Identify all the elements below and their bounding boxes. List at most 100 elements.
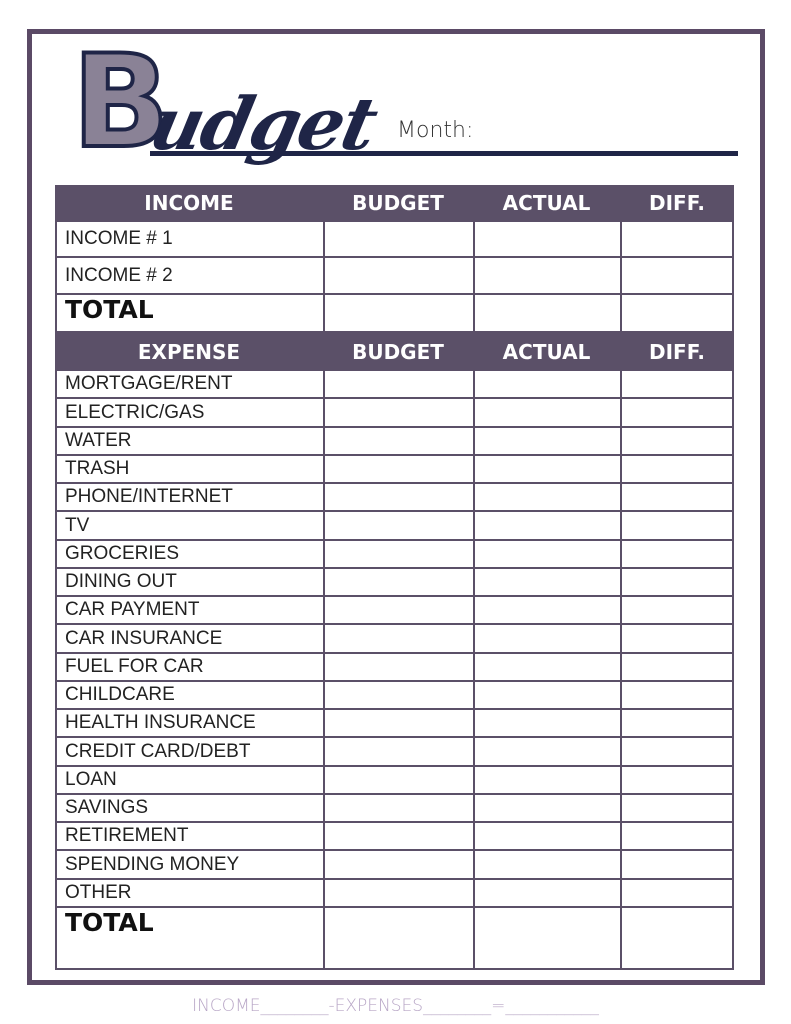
entry-cell[interactable]	[620, 823, 734, 851]
total-label: TOTAL	[65, 908, 154, 937]
entry-cell[interactable]	[323, 597, 475, 625]
entry-cell[interactable]	[620, 512, 734, 541]
entry-cell[interactable]	[473, 428, 622, 456]
entry-cell[interactable]	[620, 597, 734, 625]
entry-cell[interactable]	[473, 456, 622, 484]
column-header: BUDGET	[352, 340, 444, 364]
row-label-cell: SAVINGS	[55, 795, 325, 823]
entry-cell[interactable]	[473, 654, 622, 682]
entry-cell[interactable]	[323, 823, 475, 851]
entry-cell[interactable]	[620, 682, 734, 710]
entry-cell[interactable]	[323, 795, 475, 823]
entry-cell[interactable]	[323, 399, 475, 428]
entry-cell[interactable]	[323, 258, 475, 295]
entry-cell[interactable]	[620, 851, 734, 880]
entry-cell[interactable]	[473, 880, 622, 908]
row-label: INCOME # 2	[65, 264, 173, 286]
row-label: HEALTH INSURANCE	[65, 712, 256, 733]
row-label: LOAN	[65, 769, 117, 790]
entry-cell[interactable]	[620, 258, 734, 295]
entry-cell[interactable]	[473, 222, 622, 258]
entry-cell[interactable]	[620, 399, 734, 428]
entry-cell[interactable]	[620, 880, 734, 908]
table-row: CAR PAYMENT	[55, 597, 734, 625]
entry-cell[interactable]	[620, 541, 734, 569]
table-row: CHILDCARE	[55, 682, 734, 710]
table-row: SPENDING MONEY	[55, 851, 734, 880]
entry-cell[interactable]	[620, 222, 734, 258]
entry-cell[interactable]	[473, 851, 622, 880]
row-label-cell: FUEL FOR CAR	[55, 654, 325, 682]
row-label: GROCERIES	[65, 543, 180, 564]
entry-cell[interactable]	[473, 823, 622, 851]
entry-cell[interactable]	[473, 710, 622, 738]
entry-cell[interactable]	[620, 654, 734, 682]
entry-cell[interactable]	[473, 795, 622, 823]
entry-cell[interactable]	[620, 484, 734, 512]
column-header: DIFF.	[648, 340, 706, 364]
row-label-cell: SPENDING MONEY	[55, 851, 325, 880]
entry-cell[interactable]	[473, 512, 622, 541]
column-header: ACTUAL	[502, 191, 591, 215]
row-label-cell: WATER	[55, 428, 325, 456]
entry-cell[interactable]	[473, 371, 622, 399]
entry-cell[interactable]	[323, 541, 475, 569]
entry-cell[interactable]	[323, 428, 475, 456]
row-label-cell: OTHER	[55, 880, 325, 908]
entry-cell[interactable]	[473, 258, 622, 295]
entry-cell[interactable]	[620, 767, 734, 795]
row-label-cell: INCOME # 1	[55, 222, 325, 258]
row-label: WATER	[65, 430, 132, 451]
entry-cell[interactable]	[473, 569, 622, 597]
entry-cell[interactable]	[473, 625, 622, 654]
entry-cell[interactable]	[473, 484, 622, 512]
entry-cell[interactable]	[620, 710, 734, 738]
entry-cell[interactable]	[473, 682, 622, 710]
entry-cell[interactable]	[620, 371, 734, 399]
entry-cell[interactable]	[473, 295, 622, 333]
entry-cell[interactable]	[323, 371, 475, 399]
table-row: SAVINGS	[55, 795, 734, 823]
row-label: CREDIT CARD/DEBT	[65, 740, 251, 762]
entry-cell[interactable]	[473, 908, 622, 970]
entry-cell[interactable]	[323, 295, 475, 333]
row-label-cell: LOAN	[55, 767, 325, 795]
entry-cell[interactable]	[620, 795, 734, 823]
entry-cell[interactable]	[620, 908, 734, 970]
entry-cell[interactable]	[323, 851, 475, 880]
entry-cell[interactable]	[620, 569, 734, 597]
entry-cell[interactable]	[323, 654, 475, 682]
entry-cell[interactable]	[473, 738, 622, 767]
row-label-cell: PHONE/INTERNET	[55, 484, 325, 512]
entry-cell[interactable]	[473, 399, 622, 428]
entry-cell[interactable]	[323, 710, 475, 738]
entry-cell[interactable]	[473, 597, 622, 625]
table-row: CREDIT CARD/DEBT	[55, 738, 734, 767]
entry-cell[interactable]	[620, 428, 734, 456]
table-row: WATER	[55, 428, 734, 456]
entry-cell[interactable]	[620, 625, 734, 654]
row-label-cell: CREDIT CARD/DEBT	[55, 738, 325, 767]
entry-cell[interactable]	[620, 295, 734, 333]
entry-cell[interactable]	[323, 222, 475, 258]
row-label-cell: INCOME # 2	[55, 258, 325, 295]
row-label-cell: TV	[55, 512, 325, 541]
entry-cell[interactable]	[323, 908, 475, 970]
table-row: TV	[55, 512, 734, 541]
table-row: INCOME # 1	[55, 222, 734, 258]
row-label-cell: TOTAL	[55, 908, 325, 970]
entry-cell[interactable]	[620, 456, 734, 484]
entry-cell[interactable]	[323, 484, 475, 512]
entry-cell[interactable]	[323, 512, 475, 541]
entry-cell[interactable]	[323, 880, 475, 908]
entry-cell[interactable]	[323, 682, 475, 710]
entry-cell[interactable]	[323, 456, 475, 484]
entry-cell[interactable]	[323, 738, 475, 767]
entry-cell[interactable]	[620, 738, 734, 767]
entry-cell[interactable]	[323, 767, 475, 795]
entry-cell[interactable]	[473, 767, 622, 795]
entry-cell[interactable]	[473, 541, 622, 569]
entry-cell[interactable]	[323, 569, 475, 597]
row-label: OTHER	[65, 882, 132, 903]
entry-cell[interactable]	[323, 625, 475, 654]
